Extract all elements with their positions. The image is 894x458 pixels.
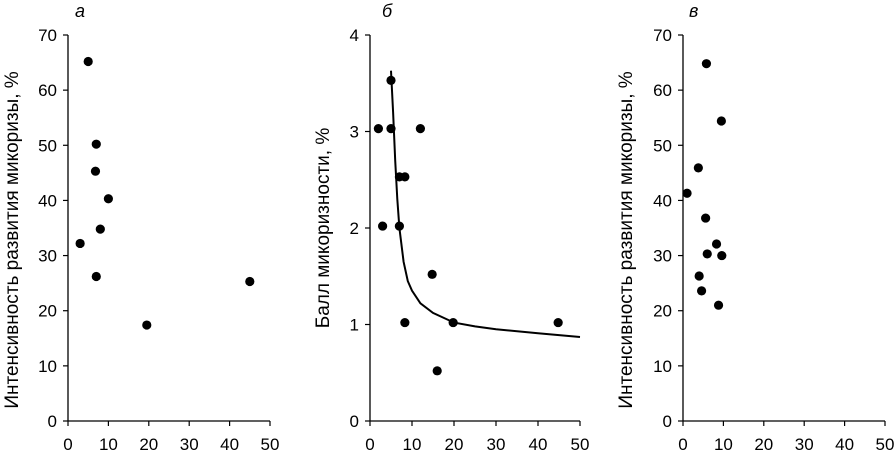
panel-c-y-tick-label: 50: [653, 136, 672, 155]
panel-a-y-tick-label: 40: [38, 191, 57, 210]
panel-a-x-tick-label: 20: [139, 435, 158, 454]
panel-b-data-point: [394, 221, 404, 231]
panel-b-x-tick-label: 50: [571, 435, 590, 454]
panel-b-data-point: [400, 172, 410, 182]
panel-b-data-point: [378, 221, 388, 231]
panel-c-x-tick-label: 50: [876, 435, 894, 454]
panel-c-x-tick-label: 10: [714, 435, 733, 454]
panel-a-y-tick-label: 0: [48, 412, 57, 431]
panel-a-x-tick-label: 0: [63, 435, 72, 454]
panel-a-y-tick-label: 30: [38, 247, 57, 266]
panel-a-data-point: [91, 139, 101, 149]
panel-b-x-tick-label: 40: [529, 435, 548, 454]
panel-a-y-axis-title: Интенсивность развития микоризы, %: [2, 71, 23, 408]
panel-b-data-point: [448, 317, 458, 328]
panel-c-y-tick-label: 20: [653, 302, 672, 321]
panel-a-data-point: [95, 224, 105, 234]
panel-a-scatter: 0 10 20 30 40 50 60 70 0 10 20 30 40 50 а Интенсивность…: [2, 1, 279, 454]
panel-a-x-tick-label: 30: [180, 435, 199, 454]
panel-c-x-tick-label: 0: [678, 435, 687, 454]
panel-a-data-point: [75, 238, 85, 249]
panel-b-data-point: [415, 124, 425, 134]
panel-a-x-tick-label: 40: [220, 435, 239, 454]
panel-c-x-tick-label: 30: [795, 435, 814, 454]
panel-b-y-tick-label: 0: [350, 412, 359, 431]
panel-c-data-point: [696, 286, 707, 296]
panel-c-data-point: [711, 239, 722, 249]
panel-b-x-tick-label: 0: [365, 435, 374, 454]
panel-c-y-tick-label: 40: [653, 191, 672, 210]
panel-c-data-point: [702, 249, 712, 259]
panel-c-y-tick-label: 30: [653, 247, 672, 266]
panel-c-data-point: [701, 59, 712, 69]
panel-b-x-tick-label: 20: [445, 435, 464, 454]
panel-a-data-point: [83, 56, 93, 67]
panel-b-x-tick-label: 30: [487, 435, 506, 454]
panel-b-y-tick-label: 2: [350, 219, 359, 238]
panel-a-x-tick-label: 10: [99, 435, 118, 454]
panel-a-y-tick-label: 70: [38, 26, 57, 45]
panel-c-x-tick-label: 20: [754, 435, 773, 454]
panel-a-y-tick-label: 50: [38, 136, 57, 155]
panel-a-y-tick-label: 60: [38, 81, 57, 100]
panel-c-data-point: [716, 116, 726, 126]
panel-c-y-tick-label: 0: [663, 412, 672, 431]
panel-b-letter: б: [382, 1, 393, 21]
panel-b-y-tick-label: 4: [350, 26, 359, 45]
panel-b-y-tick-label: 1: [350, 316, 359, 335]
panel-a-data-point: [245, 276, 255, 287]
panel-b-y-axis-title: Балл микоризности, %: [313, 128, 334, 329]
panel-b-data-point: [373, 124, 383, 134]
panel-b-data-point: [400, 317, 410, 328]
panel-c-y-tick-label: 10: [653, 357, 672, 376]
panel-b-data-point: [432, 366, 442, 376]
panel-a-y-tick-label: 20: [38, 302, 57, 321]
panel-a-data-point: [91, 271, 101, 282]
panel-b-y-tick-label: 3: [350, 123, 359, 142]
panel-a-y-tick-label: 10: [38, 357, 57, 376]
panel-b-data-point: [386, 75, 396, 85]
panel-c-data-point: [693, 163, 703, 173]
panel-c-data-point: [701, 213, 711, 223]
panel-c-scatter: 0 10 20 30 40 50 60 70 0 10 20 30 40 50 в Интенсивность…: [616, 1, 894, 454]
panel-b-fit-curve: [390, 70, 581, 338]
panel-a-letter: а: [75, 1, 85, 21]
panel-a-x-tick-label: 50: [261, 435, 280, 454]
panel-c-data-point: [694, 271, 704, 281]
panel-b-data-point: [553, 317, 563, 328]
panel-b-data-point: [427, 269, 437, 279]
panel-c-y-axis-title: Интенсивность развития микоризы, %: [616, 71, 637, 408]
panel-c-letter: в: [689, 1, 698, 21]
panel-c-data-point: [682, 188, 692, 198]
panel-c-data-point: [717, 250, 727, 261]
panel-c-y-tick-label: 60: [653, 81, 672, 100]
panel-a-data-point: [90, 166, 101, 176]
panel-c-x-tick-label: 40: [835, 435, 854, 454]
panel-b-x-tick-label: 10: [403, 435, 422, 454]
panel-c-y-tick-label: 70: [653, 26, 672, 45]
panel-a-data-point: [142, 320, 152, 330]
panel-b-data-point: [386, 124, 396, 134]
panel-a-data-point: [103, 194, 113, 204]
panel-c-data-point: [713, 300, 724, 310]
